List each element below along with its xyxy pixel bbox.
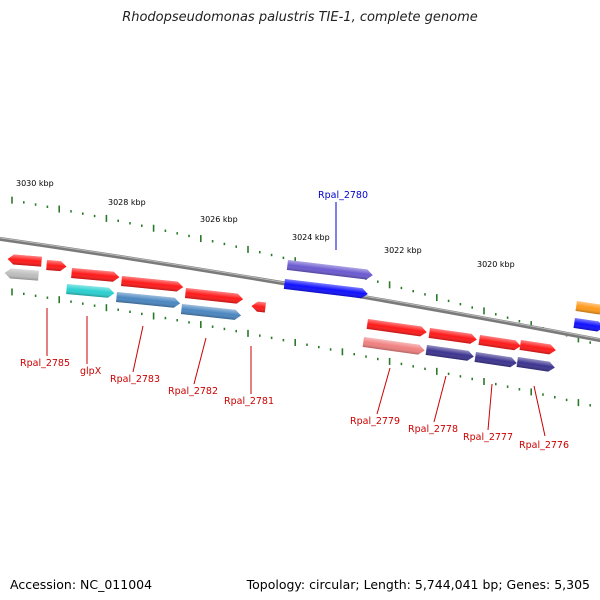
gene-label[interactable]: Rpal_2783 [110, 374, 160, 385]
gene-arrow[interactable] [519, 340, 557, 355]
gene-arrow-shading [516, 357, 555, 372]
gene-arrow[interactable] [516, 357, 556, 373]
gene-label[interactable]: Rpal_2777 [463, 432, 513, 443]
gene-arrow-shading [366, 319, 427, 337]
gene-arrow[interactable] [283, 279, 369, 299]
callout-line [193, 337, 207, 385]
gene-arrow[interactable] [66, 284, 115, 298]
callout-line [533, 385, 546, 437]
coordinate-label: 3020 kbp [477, 260, 515, 269]
accession-text: Accession: NC_011004 [10, 577, 153, 592]
gene-arrow-shading [286, 260, 373, 280]
inner-tick-ring [11, 288, 592, 407]
gene-arrow[interactable] [428, 328, 478, 345]
gene-label[interactable]: Rpal_2780 [318, 190, 368, 201]
gene-arrow[interactable] [425, 345, 475, 362]
gene-arrow[interactable] [71, 268, 120, 282]
gene-arrow[interactable] [251, 301, 266, 313]
gene-arrow-shading [7, 254, 42, 267]
gene-arrow-shading [362, 337, 425, 355]
gene-arrow[interactable] [478, 335, 522, 351]
gene-arrow-shading [519, 340, 556, 355]
gene-arrow-shading [4, 268, 39, 281]
genome-title: Rhodopseudomonas palustris TIE-1, comple… [122, 10, 478, 25]
gene-arrow-shading [116, 292, 181, 308]
gene-label[interactable]: glpX [80, 366, 102, 377]
gene-arrow[interactable] [184, 288, 244, 304]
topology-text: Topology: circular; Length: 5,744,041 bp… [246, 577, 590, 592]
gene-arrow[interactable] [180, 304, 242, 321]
gene-features[interactable] [4, 254, 600, 373]
gene-arrow[interactable] [7, 254, 42, 267]
gene-arrow-shading [428, 328, 477, 344]
gene-arrow-shading [66, 284, 115, 298]
gene-arrow[interactable] [116, 292, 181, 308]
gene-label[interactable]: Rpal_2779 [350, 416, 400, 427]
callout-line [376, 367, 391, 415]
callout-line [132, 325, 144, 373]
coordinate-label: 3030 kbp [16, 179, 54, 188]
gene-arrow-shading [283, 279, 368, 299]
gene-arrow[interactable] [474, 352, 518, 368]
coordinate-label: 3022 kbp [384, 246, 422, 255]
gene-callouts: Rpal_2785 glpX Rpal_2783 Rpal_2782 Rpal_2781… [20, 190, 569, 451]
coordinate-label: 3026 kbp [200, 215, 238, 224]
coordinate-label: 3028 kbp [108, 198, 146, 207]
gene-arrow[interactable] [575, 301, 600, 315]
gene-arrow[interactable] [46, 260, 67, 272]
gene-arrow-shading [474, 352, 517, 368]
coordinate-labels: 3030 kbp 3028 kbp 3026 kbp 3024 kbp 3022 kbp… [16, 179, 515, 269]
gene-label[interactable]: Rpal_2778 [408, 424, 458, 435]
callout-line [433, 375, 447, 423]
gene-arrow-shading [121, 276, 184, 292]
gene-arrow-shading [478, 335, 521, 351]
gene-label[interactable]: Rpal_2776 [519, 440, 569, 451]
gene-arrow[interactable] [573, 318, 600, 332]
gene-label[interactable]: Rpal_2782 [168, 386, 218, 397]
gene-label[interactable]: Rpal_2781 [224, 396, 274, 407]
gene-arrow-shading [573, 318, 600, 332]
coordinate-label: 3024 kbp [292, 233, 330, 242]
gene-arrow-shading [575, 301, 600, 315]
gene-label[interactable]: Rpal_2785 [20, 358, 70, 369]
gene-arrow-shading [46, 260, 67, 272]
gene-arrow-shading [251, 301, 266, 313]
gene-arrow[interactable] [286, 260, 374, 280]
gene-arrow-shading [71, 268, 120, 282]
gene-arrow[interactable] [366, 319, 428, 337]
gene-arrow-shading [184, 288, 244, 304]
gene-arrow[interactable] [121, 276, 184, 292]
gene-arrow[interactable] [4, 268, 39, 281]
gene-arrow[interactable] [362, 337, 426, 355]
gene-arrow-shading [425, 345, 474, 361]
gene-arrow-shading [180, 304, 242, 320]
callout-line [487, 383, 493, 431]
